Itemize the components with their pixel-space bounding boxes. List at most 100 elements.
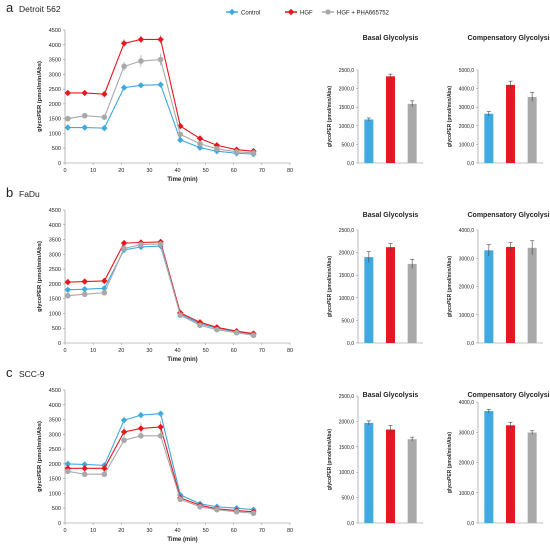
data-point xyxy=(157,410,164,417)
data-point xyxy=(101,114,108,120)
line-y-tick-label: 2000 xyxy=(49,462,61,468)
panel-cellline-b: FaDu xyxy=(19,189,40,199)
line-y-tick-label: 500 xyxy=(52,506,61,512)
compensatory-y-tick-label: 2000,0 xyxy=(459,285,475,291)
data-point xyxy=(137,82,145,89)
line-y-tick-label: 4000 xyxy=(49,43,61,49)
line-y-tick-label: 1500 xyxy=(49,297,61,303)
data-point xyxy=(138,241,144,248)
compensatory-y-tick-label: 5000,0 xyxy=(459,68,475,74)
data-point xyxy=(81,291,88,298)
basal-y-tick-label: 1500,0 xyxy=(339,105,355,111)
series-line-0 xyxy=(67,245,254,335)
compensatory-y-tick-label: 2000,0 xyxy=(459,461,475,467)
data-point xyxy=(197,503,203,510)
data-point xyxy=(120,416,128,424)
line-x-tick-label: 30 xyxy=(146,348,152,354)
line-y-tick-label: 3500 xyxy=(49,238,61,244)
line-x-tick-label: 10 xyxy=(90,168,96,174)
data-point xyxy=(250,510,257,517)
line-x-tick-label: 0 xyxy=(63,348,66,354)
line-y-tick-label: 4500 xyxy=(49,208,61,214)
line-y-tick-label: 0 xyxy=(58,341,61,347)
compensatory-y-axis-label: glycoPER (pmol/min/Abs) xyxy=(447,86,453,147)
data-point xyxy=(81,471,88,478)
line-x-tick-label: 50 xyxy=(203,348,209,354)
line-x-tick-label: 70 xyxy=(259,348,265,354)
compensatory-y-axis-label: glycoPER (pmol/min/Abs) xyxy=(447,432,453,493)
data-point xyxy=(214,326,220,333)
line-y-tick-label: 3000 xyxy=(49,252,61,258)
line-y-tick-label: 2500 xyxy=(49,87,61,93)
data-point xyxy=(213,142,221,149)
data-point xyxy=(138,433,144,439)
series-line-2 xyxy=(67,58,254,154)
data-point xyxy=(65,468,71,475)
basal-bar-2 xyxy=(407,263,417,343)
data-point xyxy=(177,131,184,138)
compensatory-bar-1 xyxy=(506,425,515,523)
data-point xyxy=(177,496,184,503)
compensatory-y-tick-label: 0,0 xyxy=(467,341,474,347)
data-point xyxy=(64,286,72,293)
compensatory-title: Compensatory Glycolysis xyxy=(468,35,550,42)
data-point xyxy=(121,437,127,444)
line-y-tick-label: 3000 xyxy=(49,72,61,78)
data-point xyxy=(65,292,71,299)
line-y-tick-label: 3500 xyxy=(49,418,61,424)
data-point xyxy=(137,36,145,43)
line-x-tick-label: 80 xyxy=(287,168,293,174)
line-x-tick-label: 70 xyxy=(259,528,265,534)
series-line-2 xyxy=(67,435,254,514)
line-y-axis-label: glycoPER (pmol/min/Abs) xyxy=(37,61,43,132)
line-x-tick-label: 10 xyxy=(90,528,96,534)
compensatory-y-tick-label: 3000,0 xyxy=(459,105,475,111)
compensatory-y-tick-label: 0,0 xyxy=(467,521,474,527)
data-point xyxy=(197,140,203,147)
compensatory-bar-2 xyxy=(527,247,537,343)
basal-y-tick-label: 500,0 xyxy=(341,142,354,148)
line-y-axis-label: glycoPER (pmol/min/Abs) xyxy=(37,421,43,492)
line-y-tick-label: 500 xyxy=(52,326,61,332)
compensatory-y-tick-label: 3000,0 xyxy=(459,430,475,436)
data-point xyxy=(214,506,220,513)
line-x-tick-label: 70 xyxy=(259,168,265,174)
compensatory-bar-2 xyxy=(527,432,537,523)
compensatory-y-tick-label: 4000,0 xyxy=(459,87,475,93)
line-x-tick-label: 40 xyxy=(174,348,180,354)
data-point xyxy=(197,322,203,329)
basal-y-tick-label: 500,0 xyxy=(341,318,354,324)
series-line-1 xyxy=(67,241,254,335)
data-point xyxy=(81,89,88,97)
basal-bar-1 xyxy=(386,76,395,163)
basal-title: Basal Glycolysis xyxy=(363,35,419,42)
basal-y-tick-label: 2000,0 xyxy=(339,419,355,425)
compensatory-bar-2 xyxy=(527,96,537,163)
compensatory-y-tick-label: 2000,0 xyxy=(459,124,475,130)
data-point xyxy=(250,332,257,339)
data-point xyxy=(101,124,108,132)
basal-y-tick-label: 2500,0 xyxy=(339,394,355,400)
basal-y-tick-label: 2500,0 xyxy=(339,228,355,234)
line-y-axis-label: glycoPER (pmol/min/Abs) xyxy=(37,241,43,312)
line-y-tick-label: 2000 xyxy=(49,282,61,288)
panel-letter-b: b xyxy=(6,185,13,200)
data-point xyxy=(137,425,145,432)
series-line-2 xyxy=(67,243,254,336)
data-point xyxy=(81,286,88,293)
compensatory-title: Compensatory Glycolysis xyxy=(468,212,550,219)
basal-bar-2 xyxy=(407,103,417,163)
panel-letter-c: c xyxy=(6,365,13,380)
data-point xyxy=(121,63,127,70)
basal-y-tick-label: 0,0 xyxy=(347,161,354,167)
data-point xyxy=(196,135,204,142)
data-point xyxy=(101,277,108,285)
line-y-tick-label: 0 xyxy=(58,521,61,527)
line-x-tick-label: 30 xyxy=(146,168,152,174)
line-y-tick-label: 3000 xyxy=(49,432,61,438)
line-y-tick-label: 3500 xyxy=(49,58,61,64)
line-y-tick-label: 4500 xyxy=(49,28,61,34)
series-line-1 xyxy=(67,426,254,513)
line-y-tick-label: 4000 xyxy=(49,403,61,409)
